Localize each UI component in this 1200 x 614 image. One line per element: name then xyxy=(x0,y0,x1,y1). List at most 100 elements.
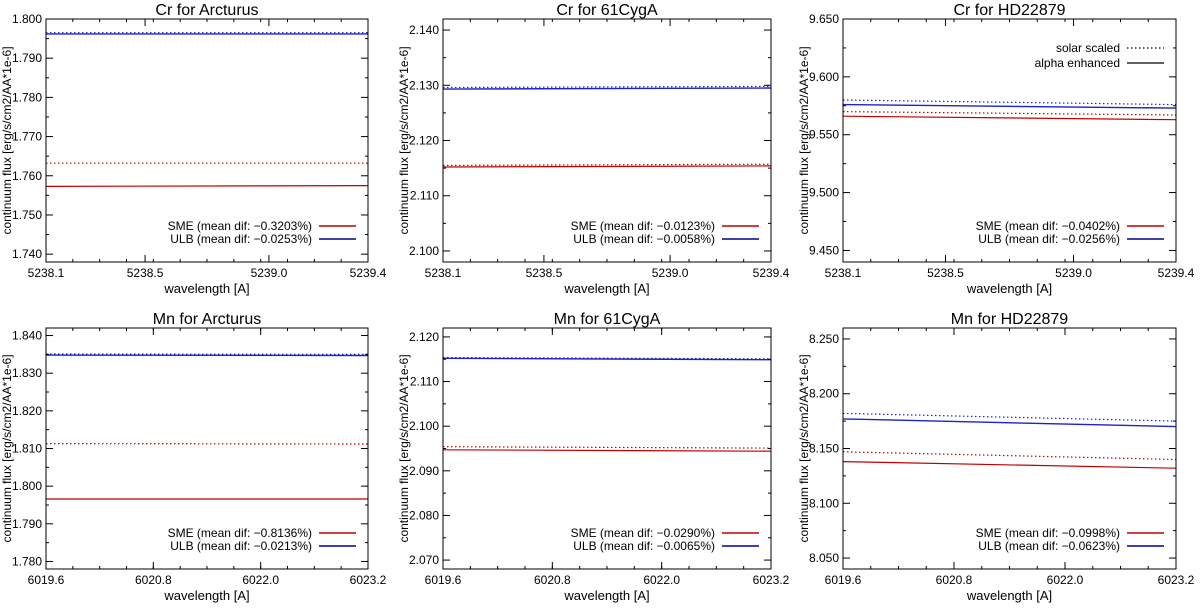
y-tick-label: 2.120 xyxy=(409,134,439,148)
chart-title: Mn for 61CygA xyxy=(554,311,661,328)
series-line-ulb-solar-scaled xyxy=(443,356,771,360)
chart-title: Mn for Arcturus xyxy=(153,311,261,328)
legend-label: ULB (mean dif: −0.0256%) xyxy=(978,232,1120,246)
x-tick-label: 5238.1 xyxy=(825,266,862,280)
x-tick-label: 5239.0 xyxy=(652,266,689,280)
chart-panel-5: 2.070 2.080 2.090 2.100 2.110 2.120 6019.6 6020… xyxy=(397,311,790,603)
x-tick-label: 5238.5 xyxy=(927,266,964,280)
x-axis-label: wavelength [A] xyxy=(563,588,649,603)
legend-label: SME (mean dif: −0.0290%) xyxy=(571,526,715,540)
chart-panel-6: 8.050 8.100 8.150 8.200 8.250 6019.6 6020.8 602… xyxy=(797,311,1195,603)
x-tick-label: 5239.4 xyxy=(1158,266,1195,280)
y-tick-label: 2.110 xyxy=(410,189,439,203)
y-tick-label: 8.200 xyxy=(809,387,839,401)
series-line-sme-alpha-enhanced xyxy=(843,461,1176,469)
y-tick-label: 2.100 xyxy=(409,244,439,258)
x-tick-label: 6023.2 xyxy=(1158,573,1195,587)
chart-title: Mn for HD22879 xyxy=(951,311,1068,328)
series-line-sme-alpha-enhanced xyxy=(843,115,1176,121)
y-axis-label: continuum flux [erg/s/cm2/AA*1e-6] xyxy=(397,354,411,542)
legend-label: SME (mean dif: −0.0123%) xyxy=(571,219,715,233)
y-tick-label: 1.760 xyxy=(12,169,42,183)
x-tick-label: 5239.0 xyxy=(251,266,288,280)
x-tick-label: 5238.5 xyxy=(526,266,563,280)
y-axis-label: continuum flux [erg/s/cm2/AA*1e-6] xyxy=(0,354,14,542)
y-tick-label: 1.830 xyxy=(12,366,42,380)
x-tick-label: 5239.0 xyxy=(1055,266,1092,280)
x-tick-label: 6019.6 xyxy=(425,573,462,587)
series-line-sme-solar-scaled xyxy=(443,163,771,166)
x-tick-label: 6023.2 xyxy=(753,573,790,587)
chart-title: Cr for Arcturus xyxy=(155,2,258,19)
x-tick-label: 6023.2 xyxy=(350,573,387,587)
x-axis-label: wavelength [A] xyxy=(966,281,1052,296)
series-line-ulb-alpha-enhanced xyxy=(843,103,1176,109)
series-line-sme-alpha-enhanced xyxy=(46,185,368,187)
style-legend-label: alpha enhanced xyxy=(1035,56,1120,70)
style-legend-label: solar scaled xyxy=(1056,41,1120,55)
y-tick-label: 1.750 xyxy=(12,208,42,222)
y-tick-label: 8.100 xyxy=(809,496,839,510)
x-tick-label: 5239.4 xyxy=(350,266,387,280)
y-tick-label: 1.780 xyxy=(12,90,42,104)
y-tick-label: 8.150 xyxy=(809,442,839,456)
y-tick-label: 1.810 xyxy=(12,442,42,456)
y-tick-label: 1.790 xyxy=(12,517,42,531)
x-tick-label: 6020.8 xyxy=(936,573,973,587)
y-tick-label: 2.130 xyxy=(409,78,439,92)
legend-label: SME (mean dif: −0.3203%) xyxy=(168,219,312,233)
legend-label: SME (mean dif: −0.8136%) xyxy=(168,526,312,540)
x-tick-label: 6020.8 xyxy=(135,573,172,587)
legend-label: ULB (mean dif: −0.0058%) xyxy=(573,232,715,246)
x-tick-label: 5238.1 xyxy=(425,266,462,280)
y-tick-label: 2.090 xyxy=(409,464,439,478)
y-tick-label: 9.450 xyxy=(809,243,839,257)
y-axis-label: continuum flux [erg/s/cm2/AA*1e-6] xyxy=(397,46,411,234)
x-tick-label: 6022.0 xyxy=(643,573,680,587)
y-tick-label: 1.790 xyxy=(12,51,42,65)
y-tick-label: 8.250 xyxy=(809,332,839,346)
x-axis-label: wavelength [A] xyxy=(163,281,249,296)
chart-title: Cr for HD22879 xyxy=(953,2,1065,19)
y-tick-label: 9.600 xyxy=(809,70,839,84)
x-tick-label: 5238.1 xyxy=(28,266,65,280)
chart-title: Cr for 61CygA xyxy=(556,2,658,19)
y-tick-label: 2.070 xyxy=(409,553,439,567)
y-tick-label: 1.820 xyxy=(12,404,42,418)
x-tick-label: 5239.4 xyxy=(753,266,790,280)
legend-label: ULB (mean dif: −0.0253%) xyxy=(170,232,312,246)
series-line-ulb-solar-scaled xyxy=(443,85,771,89)
x-tick-label: 6020.8 xyxy=(534,573,571,587)
y-tick-label: 1.780 xyxy=(12,554,42,568)
series-line-ulb-alpha-enhanced xyxy=(443,87,771,90)
legend-label: SME (mean dif: −0.0998%) xyxy=(976,526,1120,540)
y-tick-label: 9.650 xyxy=(809,12,839,26)
x-tick-label: 6022.0 xyxy=(242,573,279,587)
y-tick-label: 2.100 xyxy=(409,419,439,433)
x-axis-label: wavelength [A] xyxy=(563,281,649,296)
y-tick-label: 8.050 xyxy=(809,551,839,565)
y-tick-label: 2.140 xyxy=(409,23,439,37)
x-tick-label: 6019.6 xyxy=(28,573,65,587)
x-axis-label: wavelength [A] xyxy=(966,588,1052,603)
y-tick-label: 1.800 xyxy=(12,479,42,493)
legend-label: SME (mean dif: −0.0402%) xyxy=(976,219,1120,233)
y-tick-label: 2.080 xyxy=(409,508,439,522)
chart-panel-1: 1.740 1.750 1.760 1.770 1.780 1.790 1.800 5238.… xyxy=(0,2,387,296)
legend-label: ULB (mean dif: −0.0213%) xyxy=(170,539,312,553)
series-line-sme-alpha-enhanced xyxy=(443,449,771,452)
x-tick-label: 5238.5 xyxy=(127,266,164,280)
series-line-sme-solar-scaled xyxy=(443,446,771,449)
x-tick-label: 6022.0 xyxy=(1047,573,1084,587)
legend-label: ULB (mean dif: −0.0065%) xyxy=(573,539,715,553)
x-axis-label: wavelength [A] xyxy=(163,588,249,603)
y-tick-label: 9.550 xyxy=(809,128,839,142)
y-axis-label: continuum flux [erg/s/cm2/AA*1e-6] xyxy=(0,46,14,234)
series-line-sme-solar-scaled xyxy=(843,451,1176,461)
x-tick-label: 6019.6 xyxy=(825,573,862,587)
series-line-sme-solar-scaled xyxy=(843,111,1176,116)
series-line-ulb-solar-scaled xyxy=(843,99,1176,106)
y-tick-label: 9.500 xyxy=(809,186,839,200)
y-axis-label: continuum flux [erg/s/cm2/AA*1e-6] xyxy=(797,354,811,542)
